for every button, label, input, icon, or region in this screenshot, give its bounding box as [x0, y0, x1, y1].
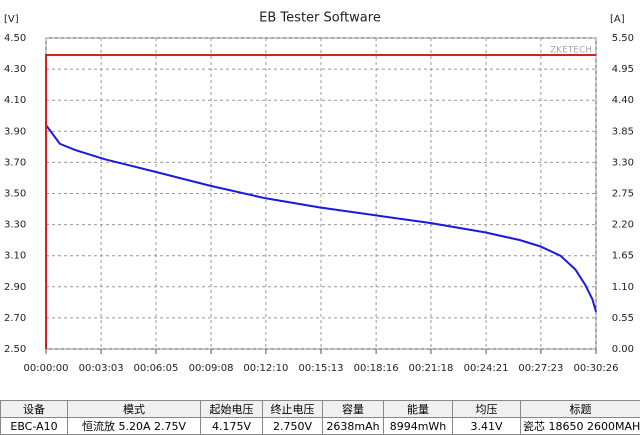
y2-tick-label: 0.55: [612, 313, 634, 324]
y-tick-label: 3.90: [4, 126, 26, 137]
x-tick-label: 00:06:05: [133, 363, 178, 374]
y-tick-label: 2.50: [4, 344, 26, 355]
column-header: 容量: [323, 401, 384, 418]
column-header: 终止电压: [263, 401, 323, 418]
column-header: 起始电压: [201, 401, 263, 418]
column-header: 能量: [384, 401, 453, 418]
y2-tick-label: 5.50: [612, 33, 634, 44]
table-cell: 2.750V: [263, 418, 323, 435]
chart-title: EB Tester Software: [259, 11, 381, 26]
x-tick-label: 00:24:21: [464, 363, 509, 374]
y-tick-label: 3.70: [4, 157, 26, 168]
x-tick-label: 00:21:18: [408, 363, 453, 374]
table-cell: 8994mWh: [384, 418, 453, 435]
table-cell: 4.175V: [201, 418, 263, 435]
x-tick-label: 00:12:10: [243, 363, 288, 374]
x-tick-label: 00:30:26: [574, 363, 619, 374]
y2-tick-label: 1.10: [612, 282, 634, 293]
table-cell: 瓷芯 18650 2600MAH: [521, 418, 640, 435]
y2-tick-label: 2.20: [612, 220, 634, 231]
x-tick-label: 00:09:08: [189, 363, 234, 374]
x-tick-label: 00:27:23: [518, 363, 563, 374]
x-tick-label: 00:15:13: [299, 363, 344, 374]
column-header: 均压: [453, 401, 521, 418]
y2-tick-label: 4.40: [612, 95, 634, 106]
y2-tick-label: 1.65: [612, 251, 634, 262]
y-tick-label: 4.30: [4, 64, 26, 75]
y-tick-label: 3.30: [4, 220, 26, 231]
y-tick-label: 3.50: [4, 189, 26, 200]
y-axis-label: [V]: [4, 14, 19, 25]
x-tick-label: 00:00:00: [24, 363, 69, 374]
y-tick-label: 4.50: [4, 33, 26, 44]
table-cell: 恒流放 5.20A 2.75V: [68, 418, 201, 435]
y2-tick-label: 3.85: [612, 126, 634, 137]
chart: EB Tester Software [V] [A] ZKETECH 2.502…: [0, 0, 640, 400]
x-tick-label: 00:03:03: [79, 363, 124, 374]
table-cell: 3.41V: [453, 418, 521, 435]
table-cell: EBC-A10: [1, 418, 68, 435]
y-tick-label: 4.10: [4, 95, 26, 106]
y2-tick-label: 2.75: [612, 189, 634, 200]
column-header: 设备: [1, 401, 68, 418]
y2-tick-label: 4.95: [612, 64, 634, 75]
y2-tick-label: 3.30: [612, 157, 634, 168]
y2-axis-label: [A]: [610, 14, 625, 25]
y-tick-label: 2.70: [4, 313, 26, 324]
y-tick-label: 3.10: [4, 251, 26, 262]
column-header: 模式: [68, 401, 201, 418]
x-tick-label: 00:18:16: [354, 363, 399, 374]
y2-tick-label: 0.00: [612, 344, 634, 355]
column-header: 标题: [521, 401, 640, 418]
y-tick-label: 2.90: [4, 282, 26, 293]
table-cell: 2638mAh: [323, 418, 384, 435]
